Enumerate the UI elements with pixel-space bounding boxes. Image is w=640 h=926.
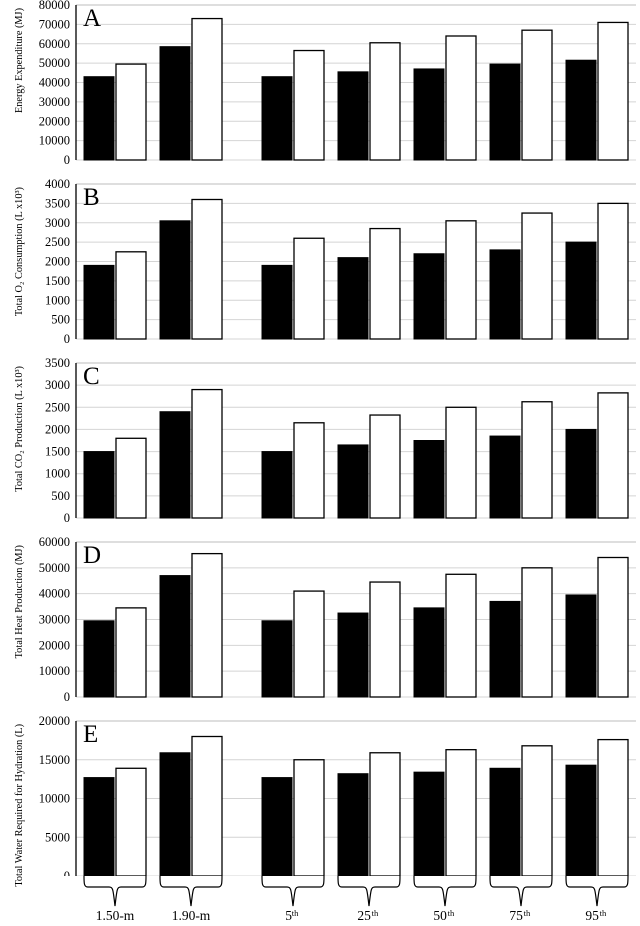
svg-text:0: 0 [64, 511, 70, 525]
svg-text:30000: 30000 [39, 95, 70, 109]
svg-text:B: B [83, 184, 100, 211]
svg-text:A: A [83, 5, 101, 32]
svg-text:C: C [83, 363, 100, 390]
svg-text:20000: 20000 [39, 638, 70, 652]
svg-text:50: 50 [433, 908, 447, 923]
svg-text:10000: 10000 [39, 792, 70, 806]
svg-text:500: 500 [51, 489, 70, 503]
svg-text:3500: 3500 [45, 358, 70, 370]
svg-text:20000: 20000 [39, 716, 70, 728]
svg-text:E: E [83, 721, 98, 748]
svg-text:2500: 2500 [45, 400, 70, 414]
svg-text:10000: 10000 [39, 134, 70, 148]
svg-text:th: th [292, 908, 299, 918]
svg-text:1.90-m: 1.90-m [172, 908, 211, 923]
svg-text:40000: 40000 [39, 587, 70, 601]
svg-text:th: th [372, 908, 379, 918]
svg-text:4000: 4000 [45, 179, 70, 191]
svg-text:70000: 70000 [39, 17, 70, 31]
svg-text:2000: 2000 [45, 255, 70, 269]
svg-text:th: th [448, 908, 455, 918]
svg-text:3000: 3000 [45, 378, 70, 392]
svg-text:50000: 50000 [39, 561, 70, 575]
svg-text:10000: 10000 [39, 664, 70, 678]
svg-text:50000: 50000 [39, 56, 70, 70]
svg-text:th: th [600, 908, 607, 918]
svg-text:20000: 20000 [39, 114, 70, 128]
svg-text:1500: 1500 [45, 274, 70, 288]
svg-text:500: 500 [51, 313, 70, 327]
svg-text:1.50-m: 1.50-m [96, 908, 135, 923]
svg-text:3500: 3500 [45, 196, 70, 210]
svg-text:1000: 1000 [45, 293, 70, 307]
svg-text:25: 25 [357, 908, 371, 923]
svg-text:80000: 80000 [39, 0, 70, 12]
svg-text:2500: 2500 [45, 235, 70, 249]
svg-text:1500: 1500 [45, 445, 70, 459]
svg-text:2000: 2000 [45, 422, 70, 436]
svg-text:th: th [524, 908, 531, 918]
svg-text:5000: 5000 [45, 830, 70, 844]
svg-text:0: 0 [64, 332, 70, 346]
svg-text:15000: 15000 [39, 753, 70, 767]
svg-text:30000: 30000 [39, 613, 70, 627]
svg-text:60000: 60000 [39, 37, 70, 51]
svg-text:0: 0 [64, 153, 70, 167]
svg-text:3000: 3000 [45, 216, 70, 230]
svg-text:40000: 40000 [39, 76, 70, 90]
svg-text:60000: 60000 [39, 537, 70, 549]
svg-text:D: D [83, 542, 101, 569]
svg-text:75: 75 [509, 908, 523, 923]
svg-text:0: 0 [64, 869, 70, 876]
svg-text:95: 95 [585, 908, 599, 923]
svg-text:0: 0 [64, 690, 70, 704]
svg-text:1000: 1000 [45, 467, 70, 481]
